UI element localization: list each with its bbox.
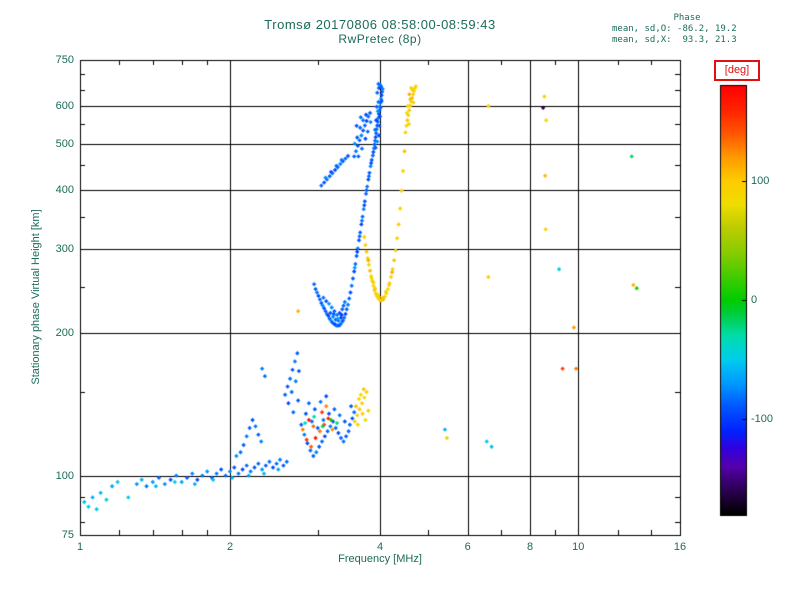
page-title: Tromsø 20170806 08:58:00-08:59:43: [264, 17, 496, 32]
y-tick-label: 400: [55, 183, 74, 196]
x-axis-label: Frequency [MHz]: [338, 553, 422, 565]
colorbar-tick-label: 100: [751, 174, 770, 187]
y-tick-label: 200: [55, 326, 74, 339]
x-tick-label: 4: [376, 541, 384, 553]
phase-stats-x-mode: mean, sd,X: 93.3, 21.3: [612, 35, 737, 45]
phase-stats-block: Phase mean, sd,O: -86.2, 19.2 mean, sd,X…: [612, 13, 782, 46]
colorbar-units-badge: [deg]: [714, 60, 760, 81]
phase-stats-o-mode: mean, sd,O: -86.2, 19.2: [612, 24, 737, 34]
y-axis-label: Stationary phase Virtual Height [km]: [30, 209, 42, 385]
y-tick-label: 750: [55, 54, 74, 66]
x-tick-label: 1: [76, 541, 84, 553]
x-tick-label: 6: [464, 541, 471, 553]
x-tick-label: 16: [673, 541, 687, 553]
phase-stats-header: Phase: [673, 13, 701, 23]
y-tick-label: 600: [55, 100, 74, 113]
x-tick-label: 10: [572, 541, 585, 553]
x-tick-label: 2: [226, 541, 234, 553]
colorbar-tick-label: -100: [751, 413, 774, 426]
colorbar-tick-label: 0: [751, 294, 758, 306]
y-tick-label: 500: [55, 137, 74, 150]
y-tick-label: 75: [61, 529, 74, 541]
y-tick-label: 300: [55, 243, 74, 256]
y-tick-label: 100: [55, 469, 74, 482]
x-tick-label: 8: [526, 541, 534, 553]
page-subtitle: RwPretec (8p): [338, 32, 422, 46]
